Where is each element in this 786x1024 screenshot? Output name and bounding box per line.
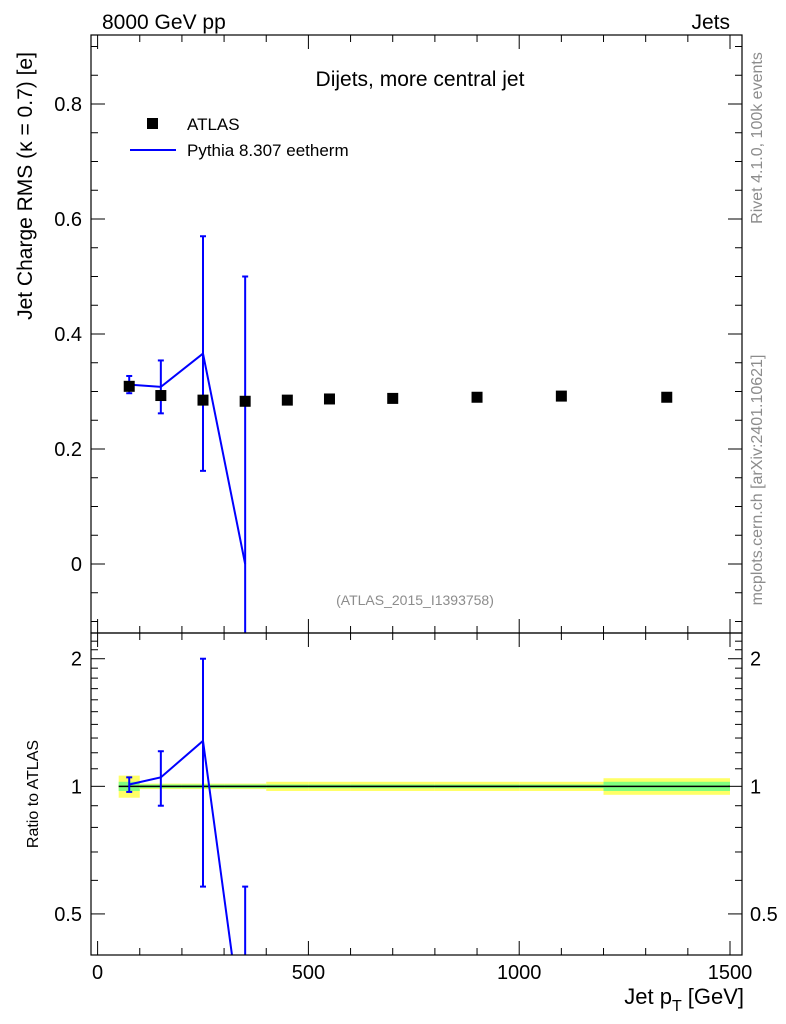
x-axis-label-sub: T bbox=[672, 998, 682, 1015]
y-tick-label: 0.4 bbox=[54, 324, 82, 346]
atlas-data-point bbox=[555, 390, 567, 402]
x-axis-label: Jet pT [GeV] bbox=[624, 984, 744, 1015]
ratio-axis-ticks: 0.5 0.5 1 1 2 2 0 500 1000 1500 bbox=[54, 632, 778, 984]
y-tick-label: 0 bbox=[71, 554, 82, 576]
main-axis-ticks: 0 0.2 0.4 0.6 0.8 bbox=[54, 35, 742, 633]
x-tick-label: 1500 bbox=[708, 962, 753, 984]
y-axis-label: Jet Charge RMS (κ = 0.7) [e] bbox=[14, 52, 37, 320]
analysis-tag: (ATLAS_2015_I1393758) bbox=[336, 592, 494, 608]
x-axis-label-unit: [GeV] bbox=[688, 984, 744, 1009]
ratio-y-tick-label-right: 1 bbox=[750, 776, 761, 798]
legend-atlas-marker bbox=[147, 118, 158, 129]
atlas-data-point bbox=[387, 392, 399, 404]
ratio-pythia-line bbox=[128, 738, 233, 956]
ratio-panel-frame bbox=[90, 632, 743, 956]
ratio-series-layer bbox=[126, 657, 249, 956]
energy-label: 8000 GeV pp bbox=[102, 11, 226, 34]
atlas-data-point bbox=[661, 391, 673, 403]
atlas-data-point bbox=[239, 395, 251, 407]
rivet-version-label: Rivet 4.1.0, 100k events bbox=[749, 52, 766, 224]
atlas-data-point bbox=[197, 394, 209, 406]
ratio-y-tick-label: 0.5 bbox=[54, 904, 82, 926]
main-series-layer bbox=[123, 235, 673, 633]
y-tick-label: 0.6 bbox=[54, 209, 82, 231]
x-tick-label: 0 bbox=[92, 962, 103, 984]
ratio-y-axis-label: Ratio to ATLAS bbox=[25, 740, 42, 848]
legend-atlas-label: ATLAS bbox=[187, 115, 240, 134]
legend-pythia-label: Pythia 8.307 eetherm bbox=[187, 141, 349, 160]
ratio-y-tick-label-right: 0.5 bbox=[750, 904, 778, 926]
atlas-data-point bbox=[471, 391, 483, 403]
atlas-data-point bbox=[155, 390, 167, 402]
ratio-y-tick-label-right: 2 bbox=[750, 649, 761, 671]
x-tick-label: 1000 bbox=[497, 962, 542, 984]
atlas-data-point bbox=[281, 394, 293, 406]
ratio-uncertainty-band bbox=[118, 775, 730, 798]
y-tick-label: 0.8 bbox=[54, 94, 82, 116]
process-label: Jets bbox=[691, 11, 730, 34]
ratio-y-tick-label: 1 bbox=[71, 776, 82, 798]
pythia-line bbox=[129, 351, 247, 565]
mcplots-label: mcplots.cern.ch [arXiv:2401.10621] bbox=[749, 355, 766, 606]
atlas-data-point bbox=[323, 393, 335, 405]
y-tick-label: 0.2 bbox=[54, 439, 82, 461]
ratio-y-tick-label: 2 bbox=[71, 649, 82, 671]
plot-title: Dijets, more central jet bbox=[316, 68, 525, 91]
x-axis-label-main: Jet p bbox=[624, 984, 672, 1009]
x-tick-label: 500 bbox=[292, 962, 325, 984]
atlas-data-point bbox=[123, 380, 135, 392]
